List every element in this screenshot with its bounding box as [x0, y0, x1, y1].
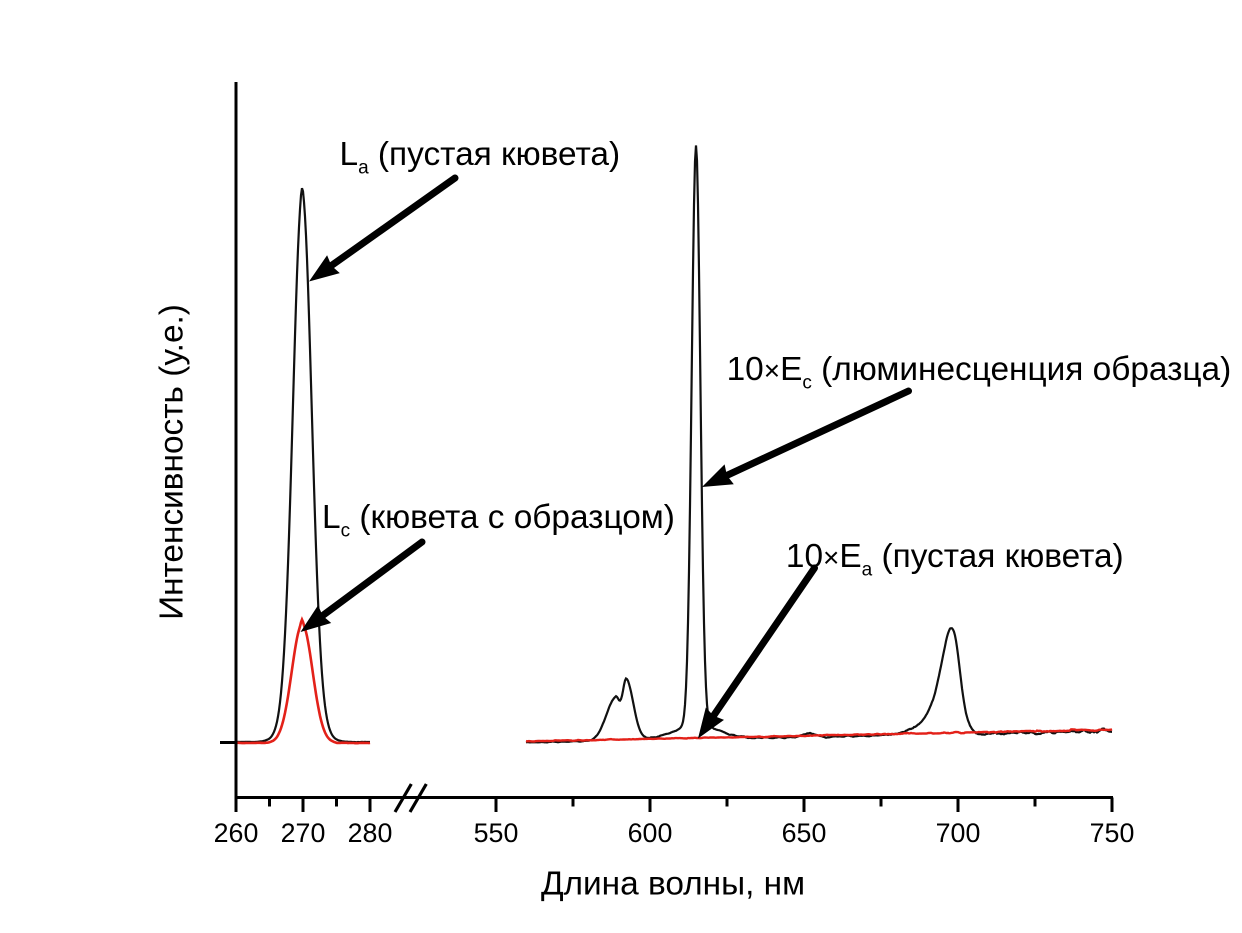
svg-text:260: 260: [214, 818, 259, 848]
svg-text:650: 650: [782, 818, 827, 848]
svg-text:Lc (кювета с образцом): Lc (кювета с образцом): [322, 499, 675, 542]
svg-text:La (пустая кювета): La (пустая кювета): [340, 136, 621, 179]
svg-text:10×Ec (люминесценция образца): 10×Ec (люминесценция образца): [727, 351, 1232, 394]
svg-text:750: 750: [1090, 818, 1135, 848]
svg-text:280: 280: [348, 818, 393, 848]
svg-text:550: 550: [474, 818, 519, 848]
svg-text:Интенсивность (у.е.): Интенсивность (у.е.): [154, 304, 191, 620]
svg-text:270: 270: [281, 818, 326, 848]
svg-text:Длина волны, нм: Длина волны, нм: [541, 866, 805, 903]
svg-text:600: 600: [628, 818, 673, 848]
svg-text:10×Ea (пустая кювета): 10×Ea (пустая кювета): [786, 538, 1124, 581]
svg-text:700: 700: [936, 818, 981, 848]
